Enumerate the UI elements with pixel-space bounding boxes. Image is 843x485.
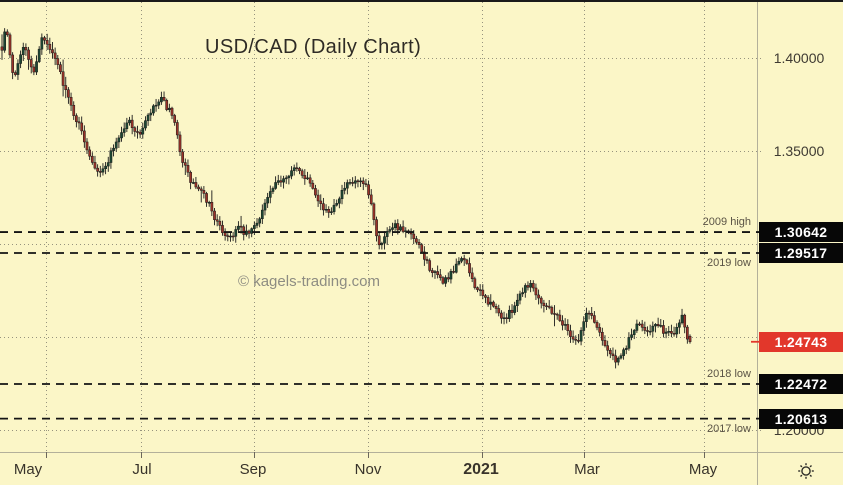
time-axis-label: Mar <box>574 461 600 478</box>
chart-top-border <box>0 0 843 2</box>
time-axis-label: May <box>13 461 43 478</box>
price-axis-label: 1.35000 <box>773 143 825 159</box>
key-level-label: 2017 low <box>706 422 751 435</box>
last-price-tag: 1.24743 <box>759 331 843 352</box>
time-axis-label: May <box>688 461 718 478</box>
key-level-price-tag: 1.30642 <box>759 222 843 243</box>
time-axis-label: Jul <box>132 461 152 478</box>
key-level-price-tag: 1.29517 <box>759 242 843 263</box>
time-axis-label: 2021 <box>463 461 499 478</box>
key-level-label: 2019 low <box>706 256 751 269</box>
chart-title: USD/CAD (Daily Chart) <box>205 36 422 58</box>
time-axis-label: Sep <box>239 461 267 478</box>
key-level-label: 2009 high <box>702 216 751 229</box>
sun-icon[interactable] <box>796 461 816 481</box>
price-axis-label: 1.40000 <box>773 50 825 66</box>
key-level-price-tag: 1.22472 <box>759 374 843 395</box>
watermark-text: © kagels-trading.com <box>238 273 380 290</box>
key-level-price-tag: 1.20613 <box>759 408 843 429</box>
key-level-label: 2018 low <box>706 368 751 381</box>
time-axis-label: Nov <box>354 461 382 478</box>
